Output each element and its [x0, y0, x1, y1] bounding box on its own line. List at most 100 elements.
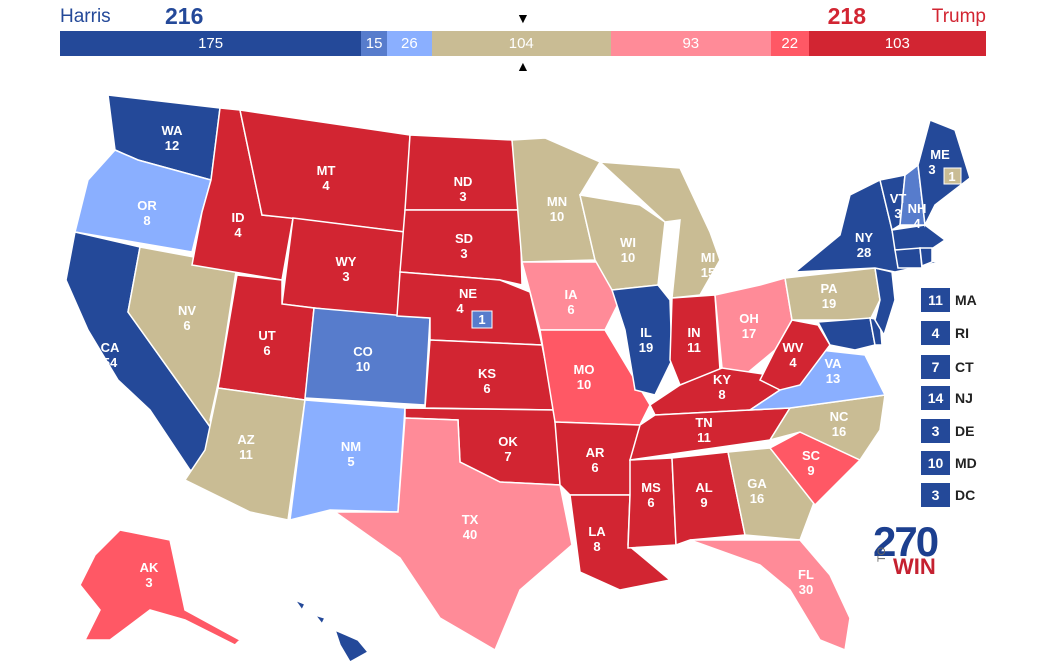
small-state-row-ri[interactable]: 4 RI: [921, 321, 1031, 345]
state-label-tn: TN: [695, 415, 712, 430]
state-label-al: AL: [695, 480, 712, 495]
state-label-ky: KY: [713, 372, 731, 387]
state-sd[interactable]: [399, 209, 523, 286]
state-votes-sd: 3: [460, 246, 467, 261]
state-label-ks: KS: [478, 366, 496, 381]
state-label-ca: CA: [101, 340, 120, 355]
state-votes-nd: 3: [459, 189, 466, 204]
state-votes-va: 13: [826, 371, 840, 386]
state-votes-ia: 6: [567, 302, 574, 317]
state-label-az: AZ: [237, 432, 254, 447]
logo-to: TO: [876, 546, 888, 562]
state-ma[interactable]: [891, 224, 947, 251]
state-tx[interactable]: [332, 417, 573, 652]
state-votes-wi: 10: [621, 250, 635, 265]
state-hi[interactable]: [292, 598, 370, 664]
state-al[interactable]: [671, 451, 746, 547]
state-label-in: IN: [688, 325, 701, 340]
state-label-or: OR: [137, 198, 157, 213]
small-state-votes: 10: [921, 451, 950, 475]
me-district-box[interactable]: [943, 167, 962, 185]
state-votes-nm: 5: [347, 454, 354, 469]
state-votes-ok: 7: [504, 449, 511, 464]
state-label-ia: IA: [565, 287, 579, 302]
bar-segment: 93: [610, 31, 771, 56]
small-state-row-nj[interactable]: 14 NJ: [921, 386, 1031, 410]
state-label-nm: NM: [341, 439, 361, 454]
electoral-vote-bar: 175 15 26 104 93 22 103: [60, 31, 986, 56]
state-votes-co: 10: [356, 359, 370, 374]
state-votes-sc: 9: [807, 463, 814, 478]
small-state-row-ma[interactable]: 11 MA: [921, 288, 1031, 312]
state-wv[interactable]: [758, 319, 831, 391]
bar-segment: 15: [361, 31, 388, 56]
state-votes-in: 11: [687, 340, 701, 355]
state-ga[interactable]: [727, 447, 816, 541]
electoral-header: Harris 216 ▼ 218 Trump 175 15 26 104 93 22 103…: [60, 0, 986, 74]
state-label-il: IL: [640, 325, 652, 340]
state-label-wy: WY: [336, 254, 357, 269]
small-state-votes: 3: [921, 483, 950, 507]
state-ri[interactable]: [919, 247, 933, 268]
270towin-logo: 270 TO WIN: [873, 518, 948, 582]
state-nm[interactable]: [289, 399, 406, 521]
state-label-vt: VT: [890, 191, 907, 206]
small-state-votes: 7: [921, 355, 950, 379]
state-ct[interactable]: [894, 247, 923, 269]
state-votes-az: 11: [239, 447, 253, 462]
small-state-row-md[interactable]: 10 MD: [921, 451, 1031, 475]
state-mi[interactable]: [597, 161, 721, 299]
small-state-abbr: NJ: [955, 390, 973, 406]
state-label-oh: OH: [739, 311, 759, 326]
state-label-nh: NH: [908, 201, 927, 216]
state-votes-ga: 16: [750, 491, 764, 506]
state-ms[interactable]: [627, 457, 677, 549]
district-votes-me: 1: [948, 169, 955, 184]
state-label-nv: NV: [178, 303, 196, 318]
district-votes-ne: 1: [478, 312, 485, 327]
state-votes-mo: 10: [577, 377, 591, 392]
small-state-abbr: DE: [955, 423, 975, 439]
state-ak[interactable]: [79, 529, 242, 646]
state-votes-or: 8: [143, 213, 150, 228]
state-label-pa: PA: [820, 281, 838, 296]
state-votes-wy: 3: [342, 269, 349, 284]
state-votes-tn: 11: [697, 430, 711, 445]
small-state-votes: 4: [921, 321, 950, 345]
small-state-votes: 11: [921, 288, 950, 312]
state-votes-ne: 4: [456, 301, 464, 316]
state-pa[interactable]: [784, 267, 881, 321]
state-votes-hi: 4: [318, 647, 326, 662]
state-label-mt: MT: [317, 163, 336, 178]
state-votes-ms: 6: [647, 495, 654, 510]
threshold-marker-top: ▼: [516, 10, 530, 26]
state-label-mo: MO: [574, 362, 595, 377]
state-mo[interactable]: [539, 329, 651, 426]
logo-win: WIN: [893, 554, 936, 579]
state-votes-pa: 19: [822, 296, 836, 311]
state-label-ga: GA: [747, 476, 767, 491]
small-state-row-dc[interactable]: 3 DC: [921, 483, 1031, 507]
state-or[interactable]: [74, 149, 212, 253]
state-votes-ca: 54: [103, 355, 118, 370]
small-state-row-de[interactable]: 3 DE: [921, 419, 1031, 443]
small-state-row-ct[interactable]: 7 CT: [921, 355, 1031, 379]
ne-district-box[interactable]: [471, 310, 493, 329]
state-votes-ar: 6: [591, 460, 598, 475]
state-il[interactable]: [611, 284, 673, 396]
state-votes-mt: 4: [322, 178, 330, 193]
threshold-marker-bottom: ▲: [516, 58, 530, 74]
state-md[interactable]: [816, 317, 876, 351]
state-fl[interactable]: [689, 539, 851, 652]
rep-candidate-name: Trump: [931, 6, 986, 27]
small-state-abbr: DC: [955, 487, 976, 503]
state-votes-wv: 4: [789, 355, 797, 370]
small-state-abbr: RI: [955, 325, 969, 341]
state-label-ar: AR: [586, 445, 605, 460]
state-votes-ny: 28: [857, 245, 871, 260]
state-votes-wa: 12: [165, 138, 179, 153]
state-label-me: ME: [930, 147, 950, 162]
state-votes-il: 19: [639, 340, 653, 355]
logo-number: 270: [873, 518, 939, 565]
state-label-wa: WA: [162, 123, 184, 138]
